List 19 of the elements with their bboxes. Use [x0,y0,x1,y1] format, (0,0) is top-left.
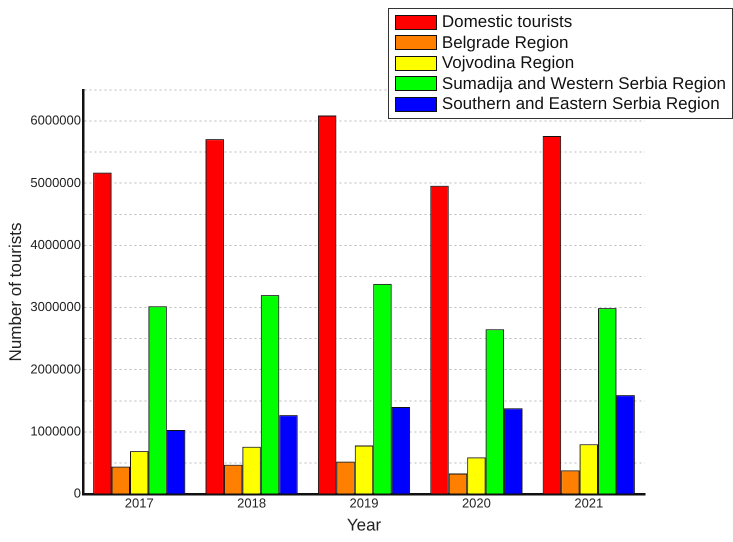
y-tick-label: 5000000 [30,174,82,190]
x-tick-label: 2017 [124,495,154,510]
x-tick-label: 2018 [237,495,266,510]
legend-label: Southern and Eastern Serbia Region [442,94,720,114]
legend-label: Vojvodina Region [442,53,574,74]
y-tick-label: 4000000 [30,236,82,252]
legend-label: Sumadija and Western Serbia Region [442,74,726,94]
legend-label: Belgrade Region [442,32,569,53]
x-tick-label: 2019 [350,495,378,510]
y-tick-label: 1000000 [30,423,82,438]
x-axis-title: Year [346,515,382,534]
y-tick-label: 2000000 [30,361,82,376]
y-tick-label: 6000000 [30,112,82,128]
x-tick-label: 2020 [462,495,491,510]
y-tick-label: 3000000 [30,299,82,314]
x-tick-label: 2021 [574,495,604,510]
legend-label: Domestic tourists [442,12,572,32]
y-tick-label: 0 [74,486,82,501]
y-axis-title: Number of tourists [6,222,25,362]
